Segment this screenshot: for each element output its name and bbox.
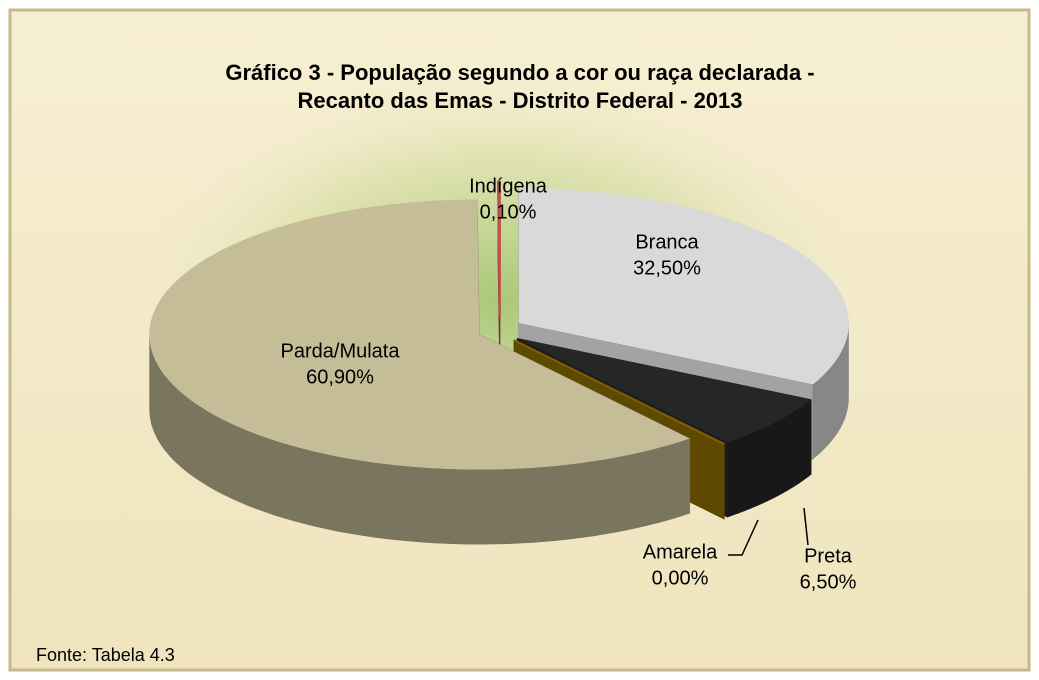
slice-side xyxy=(812,323,849,460)
slice xyxy=(518,188,849,385)
slice-label: Preta xyxy=(804,545,853,567)
slice-value-label: 0,10% xyxy=(480,201,537,223)
slice-side xyxy=(149,334,690,545)
leader-line xyxy=(803,507,809,546)
leader-line xyxy=(728,519,759,556)
slice xyxy=(149,199,690,470)
slice xyxy=(496,180,501,317)
slice-value-label: 60,90% xyxy=(306,366,374,388)
slice-side xyxy=(727,399,812,518)
slice xyxy=(513,339,725,446)
slice-value-label: 0,00% xyxy=(652,567,709,589)
slice xyxy=(517,338,812,443)
slice-label: Branca xyxy=(635,231,699,253)
slice-value-label: 6,50% xyxy=(800,571,857,593)
source-note: Fonte: Tabela 4.3 xyxy=(36,645,175,665)
chart-title: Gráfico 3 - População segundo a cor ou r… xyxy=(225,60,814,85)
chart-title: Recanto das Emas - Distrito Federal - 20… xyxy=(297,88,742,113)
slice-label: Amarela xyxy=(643,541,718,563)
slice-label: Indígena xyxy=(469,175,548,197)
slice-label: Parda/Mulata xyxy=(281,340,401,362)
slice-value-label: 32,50% xyxy=(633,257,701,279)
